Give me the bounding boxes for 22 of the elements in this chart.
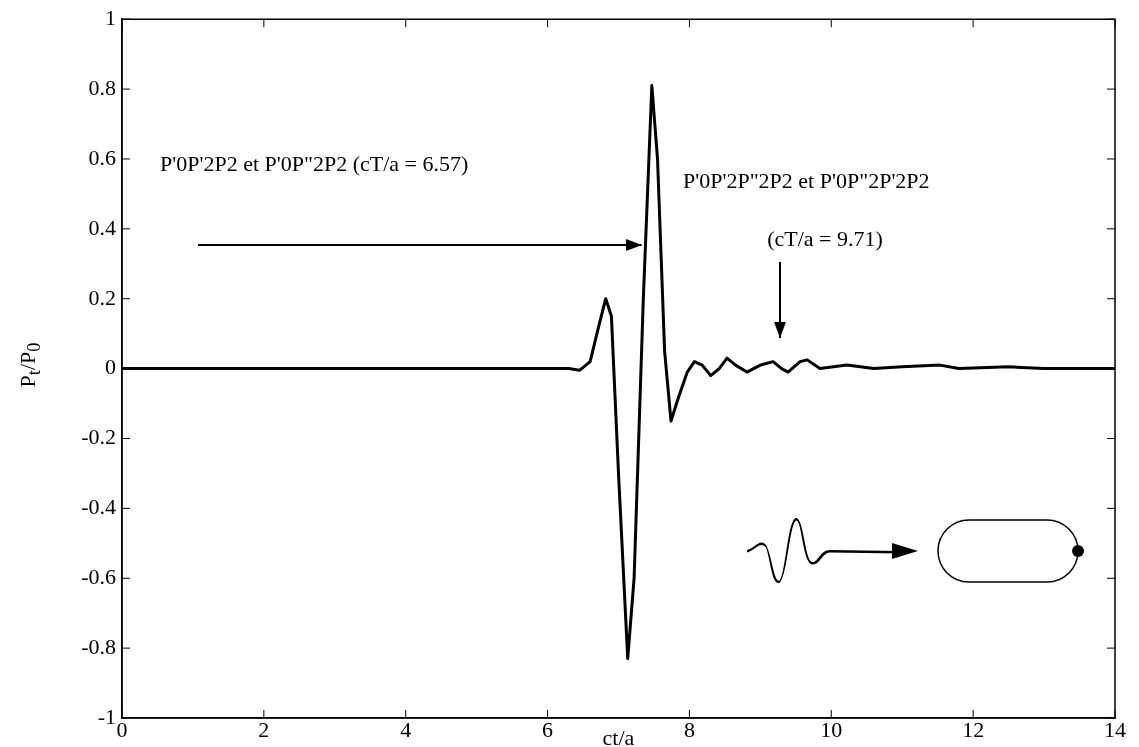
y-tick-label: 0.4 [88,214,116,240]
y-tick-label: 0.2 [88,284,116,310]
x-tick-label: 14 [1104,716,1126,742]
y-tick-label: -1 [97,703,116,729]
annotation: P'0P'2P2 et P'0P"2P2 (cT/a = 6.57) [160,150,469,176]
x-tick-label: 8 [683,716,695,742]
x-tick-label: 10 [820,716,843,742]
y-tick-label: -0.4 [81,494,116,520]
annotation: (cT/a = 9.71) [767,225,883,251]
y-tick-label: 1 [105,4,116,30]
y-tick-label: 0.8 [88,74,116,100]
annotation: P'0P'2P"2P2 et P'0P"2P'2P2 [683,167,930,193]
y-tick-label: 0 [105,354,116,380]
x-tick-label: 4 [400,716,412,742]
y-tick-label: -0.2 [81,424,116,450]
y-tick-label: 0.6 [88,144,116,170]
x-tick-label: 6 [542,716,554,742]
y-tick-label: -0.8 [81,633,116,659]
x-tick-label: 2 [258,716,270,742]
x-axis-title: ct/a [602,725,635,747]
y-tick-label: -0.6 [81,564,116,590]
x-tick-label: 12 [962,716,985,742]
